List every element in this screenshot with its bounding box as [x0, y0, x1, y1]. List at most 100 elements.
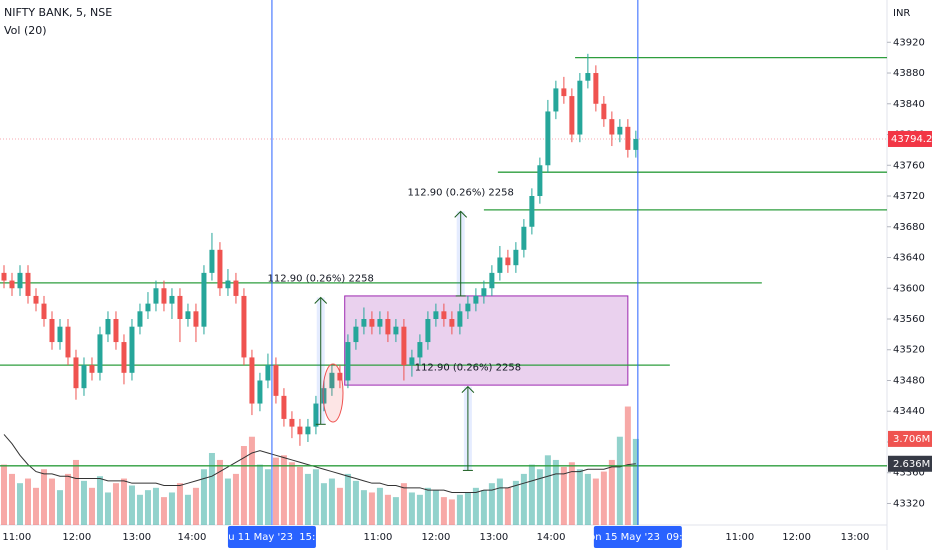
- volume-bar: [608, 459, 615, 525]
- candle-body: [225, 280, 231, 289]
- candle-body: [201, 272, 207, 327]
- y-tick-label: 43320: [893, 498, 925, 509]
- zone-box: [344, 295, 629, 386]
- candle-body: [497, 257, 503, 273]
- candle-body: [353, 326, 359, 343]
- candle-body: [569, 96, 575, 135]
- volume-ma: [3, 434, 636, 493]
- volume-bar: [496, 478, 503, 525]
- y-tick-label: 43600: [893, 283, 925, 294]
- volume-bar: [632, 438, 639, 525]
- volume-bar: [192, 487, 199, 525]
- volume-bar: [424, 487, 431, 525]
- last-price-label: 43794.20: [891, 134, 932, 145]
- candle-body: [401, 326, 407, 366]
- candle-body: [1, 272, 7, 281]
- volume-bar: [112, 483, 119, 525]
- candle-body: [97, 334, 103, 373]
- volume-bar: [336, 487, 343, 525]
- volume-bar: [304, 473, 311, 525]
- volume-bar: [344, 473, 351, 525]
- volume-bar: [416, 494, 423, 525]
- volume-bar: [552, 459, 559, 525]
- volume-bar: [96, 476, 103, 525]
- volume-bar: [352, 480, 359, 525]
- candle-body: [289, 418, 295, 427]
- volume-bar: [224, 478, 231, 525]
- volume-bar: [88, 487, 95, 525]
- candle-body: [153, 288, 159, 304]
- volume-bar: [520, 473, 527, 525]
- candle-body: [337, 372, 343, 381]
- volume-bar: [448, 499, 455, 525]
- y-tick-label: 43840: [893, 99, 925, 110]
- volume-bar: [472, 487, 479, 525]
- x-tick-label: 12:00: [62, 532, 91, 543]
- x-tick-label: 13:00: [841, 532, 870, 543]
- volume-bar: [208, 452, 215, 525]
- candle-body: [177, 295, 183, 319]
- candle-body: [409, 357, 415, 366]
- volume-bar: [576, 469, 583, 525]
- volume-label: 3.706M: [893, 434, 930, 445]
- candle-body: [393, 326, 399, 335]
- volume-bar: [24, 478, 31, 525]
- candle-body: [145, 303, 151, 312]
- volume-bar: [296, 466, 303, 525]
- candle-body: [209, 249, 215, 273]
- candle-body: [361, 318, 367, 327]
- y-tick-label: 43760: [893, 160, 925, 171]
- volume-bar: [504, 487, 511, 525]
- volume-bar: [128, 485, 135, 525]
- candle-body: [449, 318, 455, 327]
- y-tick-label: 43680: [893, 222, 925, 233]
- candle-body: [617, 126, 623, 135]
- candle-body: [513, 249, 519, 266]
- volume-title: Vol (20): [4, 24, 47, 37]
- candle-body: [473, 295, 479, 304]
- volume-ma-label-box: [888, 455, 932, 472]
- candle-body: [185, 311, 191, 319]
- candle-body: [625, 126, 631, 150]
- candle-body: [57, 326, 63, 343]
- x-tick-label: 14:00: [537, 532, 566, 543]
- highlight-ellipse: [322, 363, 344, 423]
- volume-bar: [72, 459, 79, 525]
- candle-body: [345, 342, 351, 381]
- volume-bar: [104, 492, 111, 525]
- volume-bar: [272, 457, 279, 525]
- candle-body: [489, 272, 495, 289]
- volume-bar: [480, 490, 487, 525]
- candle-body: [25, 272, 31, 296]
- y-tick-label: 43480: [893, 375, 925, 386]
- volume-bar: [592, 478, 599, 525]
- candle-body: [161, 288, 167, 304]
- candle-body: [297, 426, 303, 435]
- candle-body: [49, 318, 55, 343]
- candle-body: [9, 280, 15, 289]
- y-tick-label: 43920: [893, 37, 925, 48]
- candle-body: [305, 426, 311, 435]
- measure-label: 112.90 (0.26%) 2258: [268, 273, 374, 284]
- volume-bar: [432, 490, 439, 525]
- measure-arrow: [314, 296, 328, 304]
- volume-bar: [512, 480, 519, 525]
- volume-bar: [144, 490, 151, 525]
- volume-bar: [464, 492, 471, 525]
- y-tick-label: 43720: [893, 191, 925, 202]
- volume-bar: [160, 497, 167, 525]
- volume-bar: [288, 462, 295, 525]
- candle-body: [505, 257, 511, 266]
- x-tick-label: 14:00: [178, 532, 207, 543]
- volume-bar: [56, 490, 63, 525]
- measure-label: 112.90 (0.26%) 2258: [408, 187, 514, 198]
- candle-body: [537, 165, 543, 197]
- candle-body: [313, 403, 319, 427]
- candle-body: [465, 303, 471, 312]
- candle-body: [433, 311, 439, 319]
- y-tick-label: 43880: [893, 68, 925, 79]
- volume-bar: [240, 446, 247, 525]
- y-tick-label: 43640: [893, 253, 925, 264]
